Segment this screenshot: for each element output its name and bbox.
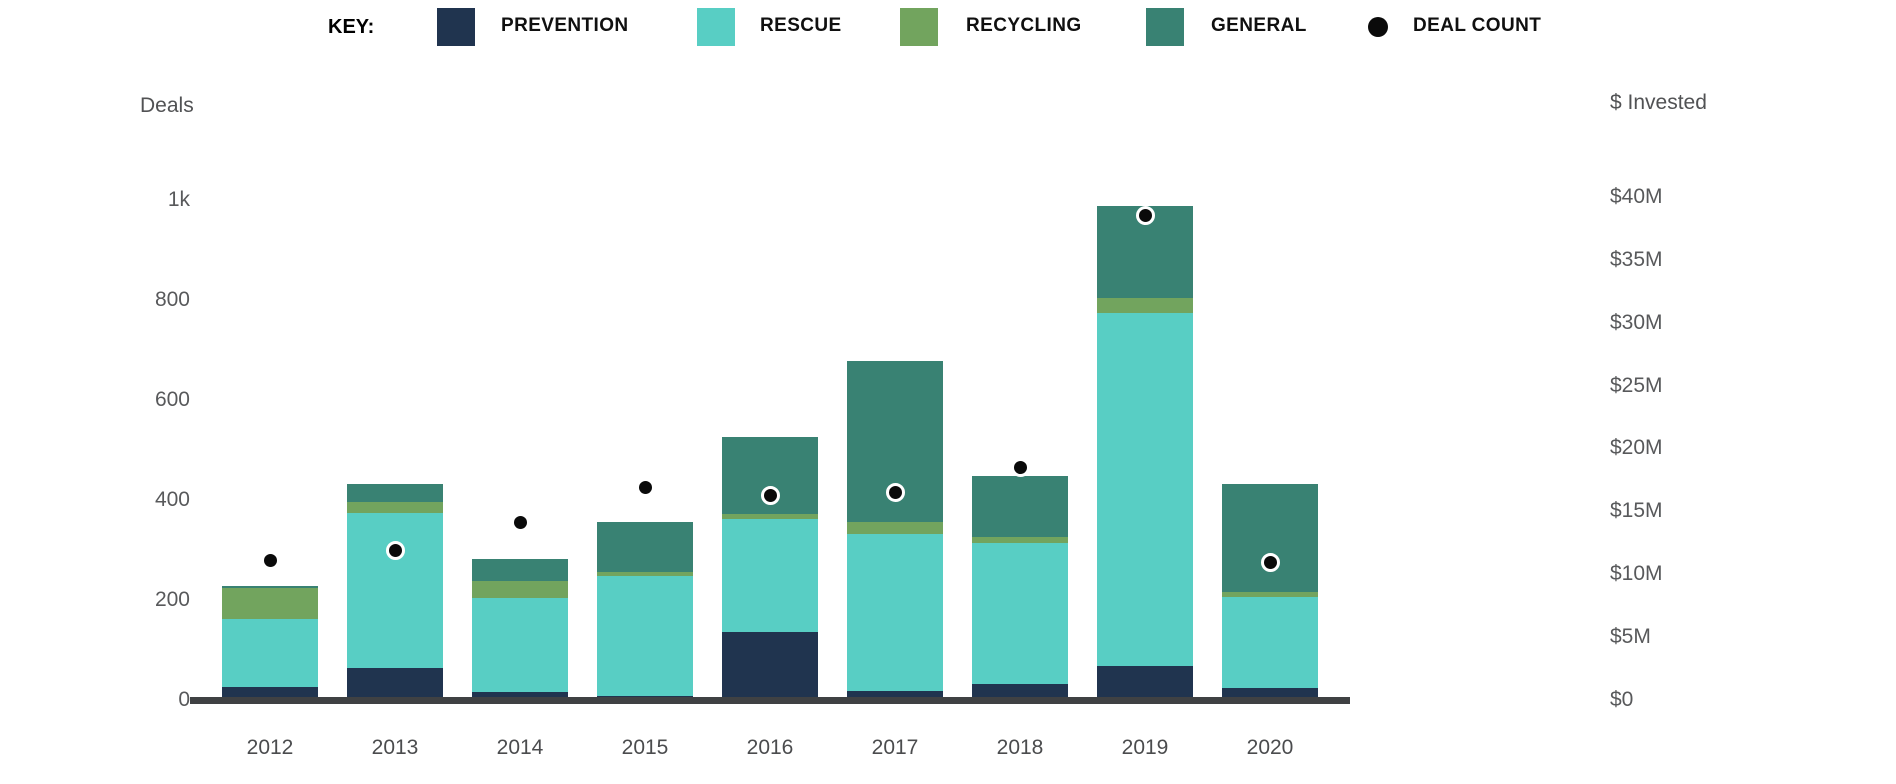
y-axis-left-tick: 0 [178,688,190,711]
bar-segment-rescue-2020[interactable] [1222,596,1318,688]
deal-count-dot-2015[interactable] [635,478,655,497]
bar-2016 [722,434,818,703]
bar-segment-rescue-2014[interactable] [472,598,568,692]
legend-swatch-prevention-icon [437,8,475,46]
deal-count-dot-icon [1368,17,1388,37]
bar-2019 [1097,203,1193,703]
bar-segment-recycling-2019[interactable] [1097,298,1193,313]
x-tick-2015: 2015 [621,736,669,759]
bar-segment-recycling-2012[interactable] [222,588,318,620]
y-axis-left-tick: 400 [154,488,190,511]
x-tick-2019: 2019 [1121,736,1169,759]
deal-count-dot-2012[interactable] [260,550,280,570]
bar-segment-rescue-2015[interactable] [597,575,693,696]
bar-segment-general-2020[interactable] [1222,484,1318,593]
legend-swatch-recycling-icon [900,8,938,46]
x-tick-2018: 2018 [996,736,1044,759]
y-axis-left-tick: 600 [154,388,190,411]
x-axis-line [190,697,1350,704]
deal-count-dot-2014[interactable] [510,513,530,532]
legend-swatch-general-icon [1146,8,1184,46]
y-axis-right-tick: $30M [1610,310,1663,334]
bar-segment-general-2014[interactable] [472,559,568,581]
bar-2015 [597,519,693,703]
deal-count-dot-2013[interactable] [385,540,405,560]
bar-segment-recycling-2013[interactable] [347,501,443,513]
y-axis-right-tick: $0 [1610,688,1634,711]
deal-count-dot-2020[interactable] [1260,553,1280,572]
left-axis-title: Deals [140,94,194,117]
y-axis-right-tick: $35M [1610,247,1663,271]
y-axis-left-tick: 200 [154,588,190,611]
legend-item-deal-count: DEAL COUNT [1413,15,1542,36]
y-axis-right-tick: $5M [1610,625,1651,649]
bar-segment-recycling-2018[interactable] [972,537,1068,543]
bar-segment-rescue-2012[interactable] [222,619,318,687]
right-axis-title: $ Invested [1610,91,1707,114]
x-tick-2013: 2013 [371,736,419,759]
y-axis-right-tick: $15M [1610,499,1663,523]
x-tick-2012: 2012 [246,736,294,759]
bar-2017 [847,358,943,703]
x-tick-2014: 2014 [496,736,544,759]
bar-segment-recycling-2014[interactable] [472,580,568,598]
bar-segment-rescue-2017[interactable] [847,534,943,691]
legend-key-label: KEY: [328,16,375,38]
y-axis-right-tick: $20M [1610,436,1663,460]
y-axis-right-tick: $25M [1610,373,1663,397]
legend-swatch-rescue-icon [697,8,735,46]
bar-segment-rescue-2019[interactable] [1097,313,1193,666]
bar-segment-recycling-2020[interactable] [1222,592,1318,597]
deal-count-dot-2018[interactable] [1010,458,1030,477]
bar-segment-rescue-2016[interactable] [722,519,818,632]
legend-item-rescue: RESCUE [760,15,842,36]
legend-item-general: GENERAL [1211,15,1307,36]
bar-segment-recycling-2015[interactable] [597,572,693,576]
bar-segment-general-2018[interactable] [972,475,1068,538]
bar-segment-general-2015[interactable] [597,521,693,573]
x-tick-2016: 2016 [746,736,794,759]
bar-2012 [222,583,318,703]
bar-segment-rescue-2018[interactable] [972,543,1068,685]
bar-segment-prevention-2016[interactable] [722,628,818,703]
deal-count-dot-2017[interactable] [885,483,905,502]
legend-item-prevention: PREVENTION [501,15,629,36]
bar-2014 [472,556,568,703]
bar-segment-prevention-2013[interactable] [347,665,443,703]
bar-segment-prevention-2019[interactable] [1097,662,1193,703]
bar-segment-recycling-2017[interactable] [847,521,943,535]
deal-count-dot-2019[interactable] [1135,205,1155,225]
bar-segment-recycling-2016[interactable] [722,513,818,520]
y-axis-left-tick: 1k [167,188,190,211]
x-tick-2020: 2020 [1246,736,1294,759]
y-axis-right-tick: $40M [1610,184,1663,208]
bar-2018 [972,473,1068,703]
bar-segment-general-2012[interactable] [222,586,318,588]
legend-item-recycling: RECYCLING [966,15,1082,36]
bar-segment-rescue-2013[interactable] [347,513,443,668]
bar-segment-general-2013[interactable] [347,484,443,502]
bar-2020 [1222,481,1318,703]
x-tick-2017: 2017 [871,736,919,759]
y-axis-right-tick: $10M [1610,562,1663,586]
bar-2013 [347,481,443,703]
y-axis-left-tick: 800 [154,288,190,311]
deal-count-dot-2016[interactable] [760,485,780,505]
